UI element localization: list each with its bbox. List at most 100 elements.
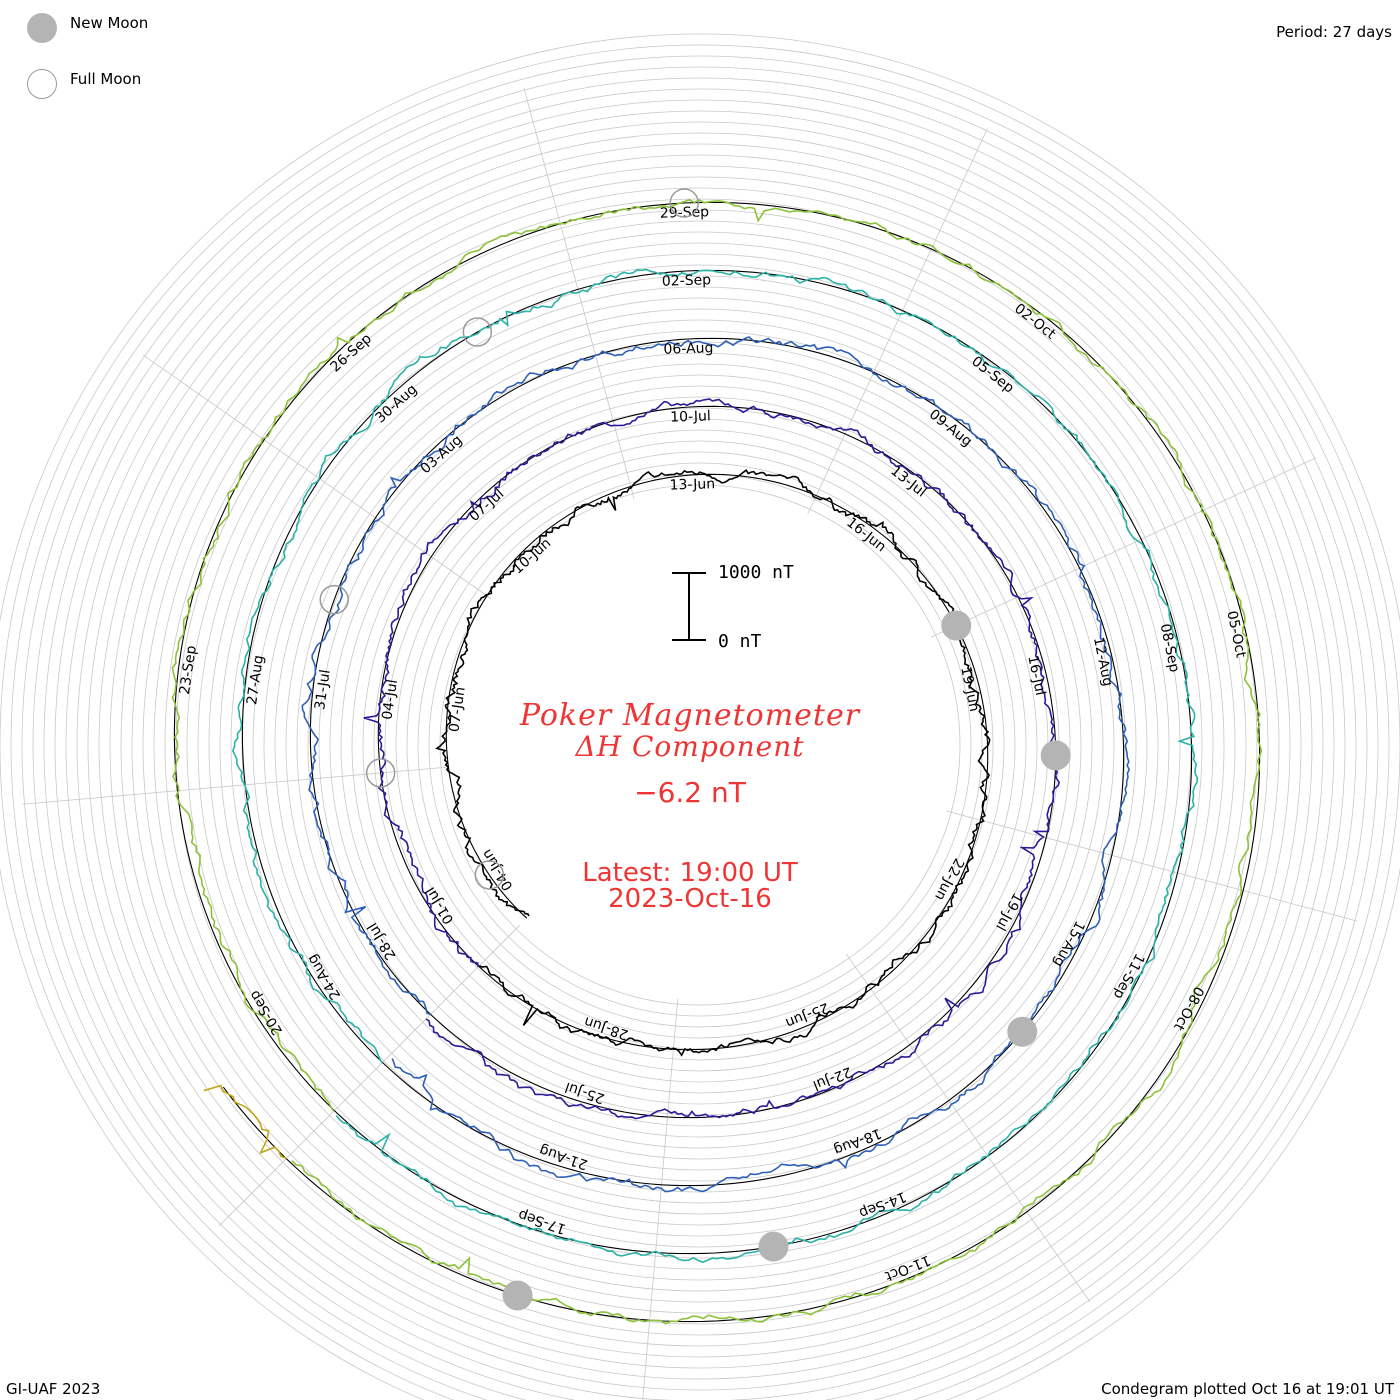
data-traces (171, 198, 1263, 1325)
date-label: 19-Jun (957, 665, 982, 713)
grid-circle (417, 462, 983, 1028)
grid-circle (87, 132, 1313, 1358)
grid-circle (54, 99, 1346, 1391)
grid-ray (946, 810, 1357, 922)
full-moon-marker (462, 317, 493, 347)
grid-circle (76, 121, 1324, 1369)
grid-circle (197, 242, 1203, 1248)
new-moon-marker (941, 610, 972, 641)
grid-circle (21, 66, 1379, 1400)
date-label: 18-Aug (831, 1125, 883, 1158)
date-label: 27-Aug (244, 654, 267, 706)
grid-circle (318, 363, 1082, 1127)
grid-circle (219, 264, 1181, 1226)
grid-circle (109, 154, 1291, 1336)
grid-rays (22, 88, 1357, 1400)
date-label: 11-Sep (1110, 951, 1147, 1002)
grid-circle (43, 88, 1357, 1400)
grid-ray (642, 998, 679, 1400)
scale-top-label: 1000 nT (718, 562, 794, 583)
date-label: 15-Aug (1050, 918, 1088, 970)
series-line (363, 398, 1061, 1120)
scale-bar-bottom-tick (672, 639, 706, 641)
date-label: 13-Jun (669, 476, 715, 493)
component-label: ΔH Component (575, 730, 805, 763)
current-value: −6.2 nT (634, 776, 746, 809)
grid-ray (845, 953, 1091, 1303)
grid-circle (120, 165, 1280, 1325)
grid-circle (384, 429, 1016, 1061)
grid-ray (142, 354, 492, 600)
grid-circle (285, 330, 1115, 1160)
grid-ray (218, 925, 520, 1227)
grid-circle (164, 209, 1236, 1281)
chart-title: Poker Magnetometer (519, 698, 861, 733)
new-moon-marker (1040, 740, 1071, 771)
grid-circle (406, 451, 994, 1039)
grid-circle (263, 308, 1137, 1182)
new-moon-icon (27, 13, 57, 43)
date-label: 30-Aug (372, 381, 420, 426)
date-label: 25-Jul (563, 1078, 607, 1106)
full-moon-label: Full Moon (70, 70, 142, 88)
full-moon-marker (365, 758, 396, 788)
grid-circle (98, 143, 1302, 1347)
grid-circle (0, 33, 1400, 1400)
date-label: 14-Sep (857, 1188, 909, 1221)
full-moon-marker (669, 188, 699, 218)
grid-ray (930, 457, 1317, 638)
grid-circle (373, 418, 1027, 1072)
date-label: 10-Jul (670, 408, 711, 425)
grid-circle (153, 198, 1247, 1292)
grid-circle (32, 77, 1368, 1400)
scale-bar-line (688, 572, 690, 641)
date-label: 06-Aug (663, 340, 713, 357)
new-moon-marker (502, 1280, 533, 1311)
full-moon-icon (27, 69, 57, 99)
grid-circle (10, 55, 1390, 1400)
latest-time: Latest: 19:00 UT (582, 858, 798, 888)
credit-label: GI-UAF 2023 (6, 1380, 101, 1398)
grid-circle (131, 176, 1269, 1314)
date-label: 12-Aug (1090, 636, 1116, 688)
grid-circle (65, 110, 1335, 1380)
date-label: 08-Sep (1157, 622, 1183, 674)
period-label: Period: 27 days (1276, 23, 1392, 41)
date-label: 02-Sep (662, 272, 712, 289)
grid-circle (362, 407, 1038, 1083)
date-label: 04-Jul (379, 678, 401, 720)
grid-circle (0, 44, 1400, 1400)
date-label: 16-Jul (1024, 654, 1048, 697)
date-label: 03-Aug (418, 432, 466, 477)
series-line (301, 336, 1131, 1193)
date-label: 10-Jun (510, 535, 555, 577)
date-label: 23-Sep (177, 644, 200, 695)
series-line (435, 469, 991, 1057)
new-moon-marker (1007, 1016, 1038, 1047)
full-moon-marker (319, 584, 349, 615)
full-moon-marker (474, 860, 505, 890)
grid-ray (523, 88, 635, 499)
grid-circle (252, 297, 1148, 1193)
grid-circle (175, 220, 1225, 1270)
series-line (231, 268, 1199, 1264)
grid-ray (807, 128, 988, 515)
grid-circle (230, 275, 1170, 1215)
plotted-timestamp: Condegram plotted Oct 16 at 19:01 UT (1101, 1380, 1394, 1398)
new-moon-label: New Moon (70, 14, 149, 32)
grid-circle (439, 484, 961, 1006)
date-label: 31-Jul (312, 669, 334, 711)
latest-date: 2023-Oct-16 (608, 884, 772, 914)
scale-bar-top-tick (672, 572, 706, 574)
grid-circle (186, 231, 1214, 1259)
grid-circle (307, 352, 1093, 1138)
series-line (203, 1084, 287, 1160)
date-label: 07-Jun (446, 686, 468, 733)
date-label: 29-Sep (660, 204, 710, 221)
new-moon-marker (758, 1231, 789, 1262)
grid-ray (22, 766, 447, 805)
grid-circle (142, 187, 1258, 1303)
moon-markers (319, 188, 1071, 1311)
scale-bottom-label: 0 nT (718, 631, 762, 652)
